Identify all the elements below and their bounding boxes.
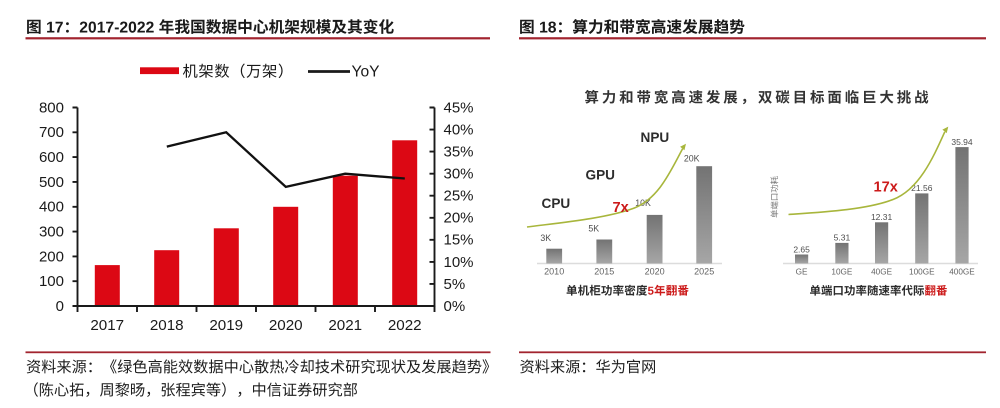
svg-text:300: 300	[39, 223, 64, 240]
svg-text:20K: 20K	[684, 153, 700, 163]
svg-text:200: 200	[39, 248, 64, 265]
svg-text:5K: 5K	[588, 224, 599, 234]
svg-text:800: 800	[39, 99, 64, 116]
svg-text:2018: 2018	[150, 317, 184, 334]
svg-text:2010: 2010	[544, 267, 564, 277]
svg-text:21.56: 21.56	[911, 183, 933, 193]
svg-text:GE: GE	[796, 268, 808, 277]
svg-text:2017: 2017	[90, 317, 124, 334]
svg-text:17x: 17x	[874, 180, 899, 196]
svg-text:GPU: GPU	[586, 168, 615, 183]
svg-text:400: 400	[39, 199, 64, 216]
svg-text:2025: 2025	[694, 267, 714, 277]
svg-text:25%: 25%	[444, 188, 474, 205]
svg-text:40%: 40%	[444, 121, 474, 138]
svg-text:45%: 45%	[444, 99, 474, 116]
svg-text:3K: 3K	[540, 233, 551, 243]
svg-text:2015: 2015	[594, 267, 614, 277]
svg-text:2022: 2022	[388, 317, 422, 334]
svg-text:5.31: 5.31	[834, 233, 851, 243]
svg-text:CPU: CPU	[542, 196, 571, 211]
svg-text:12.31: 12.31	[871, 212, 893, 222]
svg-text:0: 0	[56, 298, 64, 315]
svg-text:7x: 7x	[613, 200, 630, 216]
svg-text:10%: 10%	[444, 254, 474, 271]
svg-text:30%: 30%	[444, 166, 474, 183]
svg-text:5%: 5%	[444, 276, 466, 293]
svg-text:0%: 0%	[444, 298, 466, 315]
svg-text:35.94: 35.94	[951, 137, 973, 147]
svg-text:NPU: NPU	[641, 130, 670, 145]
svg-text:35%: 35%	[444, 144, 474, 161]
svg-text:700: 700	[39, 124, 64, 141]
svg-text:400GE: 400GE	[949, 268, 975, 277]
svg-text:YoY: YoY	[352, 63, 381, 80]
svg-text:100GE: 100GE	[909, 268, 935, 277]
svg-text:100: 100	[39, 273, 64, 290]
svg-text:2020: 2020	[645, 267, 665, 277]
svg-text:10GE: 10GE	[831, 268, 852, 277]
svg-text:2.65: 2.65	[793, 244, 810, 254]
svg-text:500: 500	[39, 174, 64, 191]
svg-text:15%: 15%	[444, 232, 474, 249]
svg-text:2020: 2020	[269, 317, 303, 334]
svg-text:600: 600	[39, 149, 64, 166]
svg-text:20%: 20%	[444, 210, 474, 227]
svg-text:2019: 2019	[209, 317, 243, 334]
svg-text:2021: 2021	[328, 317, 362, 334]
svg-text:40GE: 40GE	[871, 268, 892, 277]
